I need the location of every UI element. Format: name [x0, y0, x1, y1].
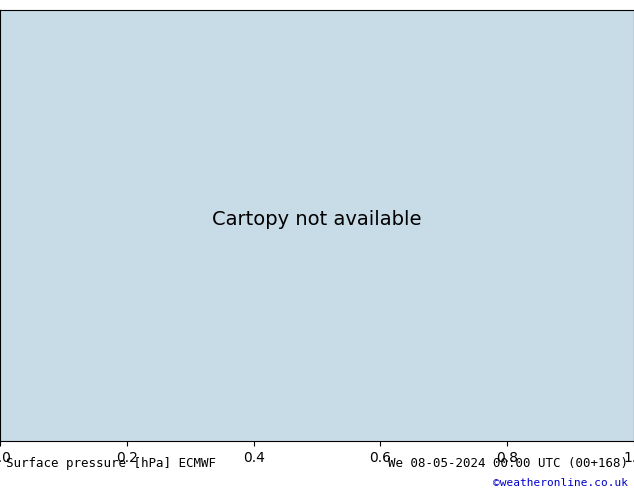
- Text: ©weatheronline.co.uk: ©weatheronline.co.uk: [493, 478, 628, 488]
- Text: Surface pressure [hPa] ECMWF: Surface pressure [hPa] ECMWF: [6, 457, 216, 469]
- Text: We 08-05-2024 00:00 UTC (00+168): We 08-05-2024 00:00 UTC (00+168): [387, 457, 628, 469]
- Text: Cartopy not available: Cartopy not available: [212, 210, 422, 229]
